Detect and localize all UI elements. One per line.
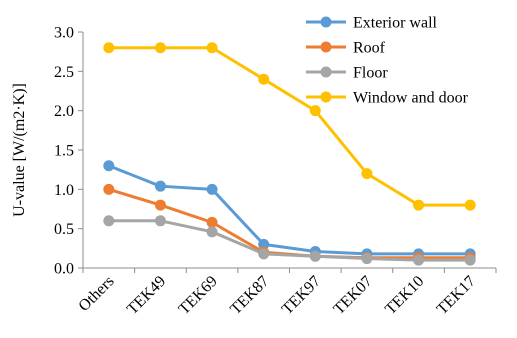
y-tick-label: 3.0	[54, 25, 74, 42]
y-tick-label: 0.0	[54, 261, 74, 278]
data-point	[206, 216, 218, 228]
series-line	[108, 219, 471, 262]
y-tick-label: 1.0	[54, 182, 74, 199]
data-point	[309, 250, 321, 262]
legend-marker	[320, 41, 332, 53]
x-tick-label: TEK07	[330, 273, 375, 318]
legend-item: Floor	[306, 65, 388, 82]
series-window-and-door	[103, 42, 476, 211]
legend-marker	[320, 91, 332, 103]
data-point	[103, 183, 115, 195]
data-point	[154, 215, 166, 227]
data-point	[361, 253, 373, 265]
legend-label: Window and door	[353, 90, 469, 107]
x-tick-label: TEK97	[279, 273, 324, 318]
data-point	[154, 180, 166, 192]
series-line	[108, 46, 471, 207]
legend-item: Roof	[306, 40, 386, 57]
legend-label: Roof	[353, 40, 386, 57]
data-point	[413, 199, 425, 211]
series-line	[108, 164, 471, 256]
legend-item: Exterior wall	[306, 15, 438, 32]
legend: Exterior wall Roof Floor Window and door	[306, 15, 469, 107]
data-point	[154, 199, 166, 211]
data-point	[258, 73, 270, 85]
data-point	[309, 105, 321, 117]
legend-marker	[320, 66, 332, 78]
axes	[82, 32, 496, 269]
data-point	[103, 42, 115, 54]
data-point	[258, 238, 270, 250]
data-point	[103, 215, 115, 227]
x-tick-label: TEK10	[382, 273, 427, 318]
x-tick-label: TEK49	[124, 273, 169, 318]
legend-label: Floor	[353, 65, 388, 82]
legend-marker	[320, 16, 332, 28]
x-tick-label: TEK87	[227, 273, 272, 318]
y-axis-title: U-value [W/(m2·K)]	[11, 83, 28, 217]
y-tick-label: 1.5	[54, 143, 74, 160]
x-tick-label: TEK17	[434, 273, 479, 318]
legend-item: Window and door	[306, 90, 469, 107]
x-tick-label: TEK69	[176, 273, 221, 318]
data-point	[258, 248, 270, 260]
data-point	[413, 254, 425, 266]
series-group	[103, 42, 476, 266]
data-point	[206, 226, 218, 238]
y-axis-ticks: 0.0 0.5 1.0 1.5 2.0 2.5 3.0	[54, 25, 83, 278]
data-point	[464, 199, 476, 211]
x-axis-ticks: Others TEK49 TEK69 TEK87 TEK97 TEK07 TEK10 TEK1…	[75, 268, 497, 318]
data-point	[103, 160, 115, 172]
series-floor	[103, 215, 476, 266]
y-tick-label: 0.5	[54, 221, 74, 238]
data-point	[464, 254, 476, 266]
data-point	[206, 42, 218, 54]
data-point	[154, 42, 166, 54]
y-axis-title-text: U-value [W/(m2·K)]	[11, 83, 28, 217]
legend-label: Exterior wall	[353, 15, 438, 32]
x-tick-label: Others	[75, 273, 117, 315]
y-tick-label: 2.5	[54, 64, 74, 81]
data-point	[361, 168, 373, 180]
y-tick-label: 2.0	[54, 103, 74, 120]
data-point	[206, 183, 218, 195]
